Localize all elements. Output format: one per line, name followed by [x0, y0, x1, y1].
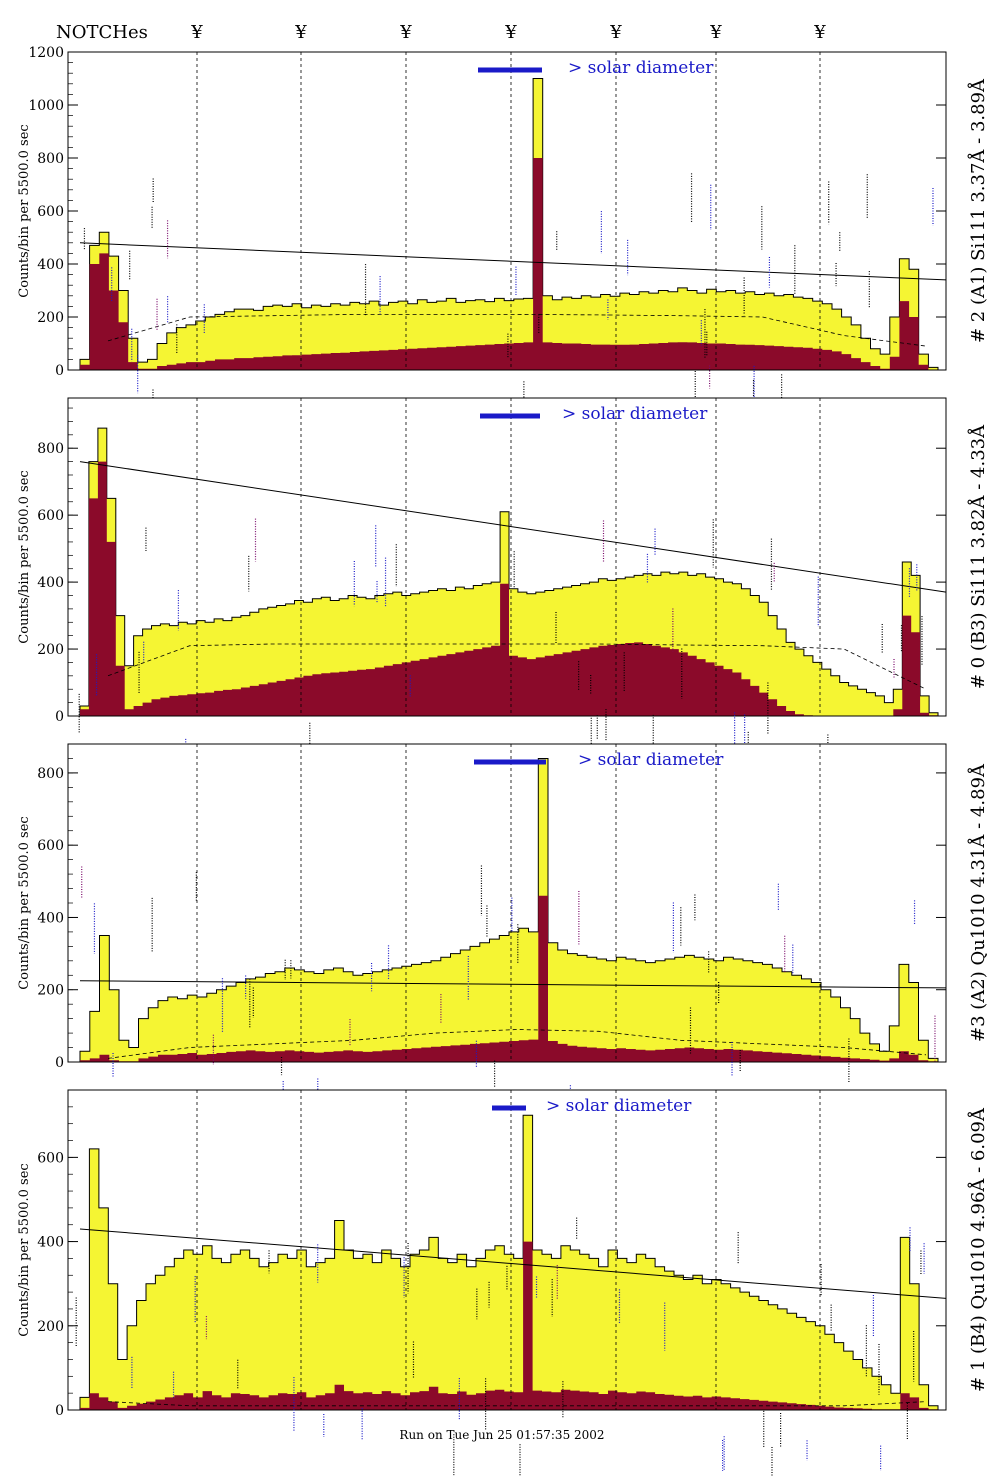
- background-curve: [107, 643, 927, 690]
- series-total-histogram: [79, 78, 939, 371]
- notch-marker-4: ¥: [504, 22, 517, 43]
- y-axis-label: Counts/bin per 5500.0 sec: [17, 816, 32, 989]
- y-tick-label: 800: [37, 766, 64, 782]
- chart-panels: 0 200 400 600 800 1000 1200 Counts/bin per 5500…: [17, 45, 989, 1476]
- notch-marker-5: ¥: [609, 22, 622, 43]
- y-axis-label: Counts/bin per 5500.0 sec: [17, 470, 32, 643]
- panel-title: # 1 (B4) Qu1010 4.96Å - 6.09Å: [967, 1107, 989, 1392]
- y-tick-label: 800: [37, 151, 64, 167]
- notch-marker-6: ¥: [709, 22, 722, 43]
- y-tick-label: 200: [37, 310, 64, 326]
- y-tick-label: 600: [37, 508, 64, 524]
- y-tick-label: 400: [37, 575, 64, 591]
- y-tick-label: 200: [37, 642, 64, 658]
- fit-line: [79, 980, 947, 989]
- y-tick-label: 0: [55, 363, 64, 379]
- notch-marker-3: ¥: [399, 22, 412, 43]
- y-tick-label: 200: [37, 983, 64, 999]
- solar-diameter-label: > solar diameter: [562, 404, 708, 424]
- y-tick-label: 0: [55, 709, 64, 725]
- y-tick-label: 1200: [28, 45, 64, 61]
- series-total-histogram: [79, 1114, 939, 1411]
- notch-marker-2: ¥: [294, 22, 307, 43]
- y-tick-label: 200: [37, 1319, 64, 1335]
- y-tick-label: 800: [37, 441, 64, 457]
- panel-2: 0 200 400 600 800 Counts/bin per 5500.0 sec # …: [17, 397, 989, 772]
- solar-diameter-label: > solar diameter: [578, 750, 724, 770]
- y-axis-label: Counts/bin per 5500.0 sec: [17, 1163, 32, 1336]
- y-tick-label: 400: [37, 910, 64, 926]
- plot-frame: [67, 397, 947, 717]
- fit-line: [79, 461, 947, 593]
- notch-markers: ¥ ¥ ¥ ¥ ¥ ¥ ¥: [190, 22, 826, 43]
- series-signal-histogram: [80, 461, 938, 716]
- fit-line: [79, 1228, 947, 1299]
- y-tick-label: 0: [55, 1055, 64, 1071]
- plot-frame: [67, 1089, 947, 1411]
- y-tick-label: 600: [37, 1150, 64, 1166]
- solar-diameter-label: > solar diameter: [568, 58, 714, 78]
- background-curve: [107, 1401, 927, 1407]
- panel-4: 0 200 400 600 Counts/bin per 5500.0 sec # 1 (…: [17, 1089, 989, 1476]
- y-tick-label: 600: [37, 204, 64, 220]
- notch-marker-7: ¥: [813, 22, 826, 43]
- panel-title: # 2 (A1) Si111 3.37Å - 3.89Å: [967, 78, 989, 343]
- fit-line: [79, 242, 947, 281]
- notch-marker-1: ¥: [190, 22, 203, 43]
- run-timestamp: Run on Tue Jun 25 01:57:35 2002: [399, 1428, 605, 1442]
- solar-diameter-label: > solar diameter: [546, 1096, 692, 1116]
- y-tick-label: 1000: [28, 98, 64, 114]
- y-axis-label: Counts/bin per 5500.0 sec: [17, 124, 32, 297]
- y-tick-label: 600: [37, 838, 64, 854]
- notches-label: NOTCHes: [56, 22, 148, 43]
- y-tick-label: 400: [37, 257, 64, 273]
- panel-3: 0 200 400 600 800 Counts/bin per 5500.0 sec #3…: [17, 743, 989, 1154]
- panel-title: #3 (A2) Qu1010 4.31Å - 4.89Å: [967, 763, 989, 1042]
- y-tick-label: 400: [37, 1235, 64, 1251]
- panel-title: # 0 (B3) Si111 3.82Å - 4.33Å: [967, 424, 989, 689]
- y-tick-label: 0: [55, 1403, 64, 1419]
- panel-1: 0 200 400 600 800 1000 1200 Counts/bin per 5500…: [17, 45, 989, 448]
